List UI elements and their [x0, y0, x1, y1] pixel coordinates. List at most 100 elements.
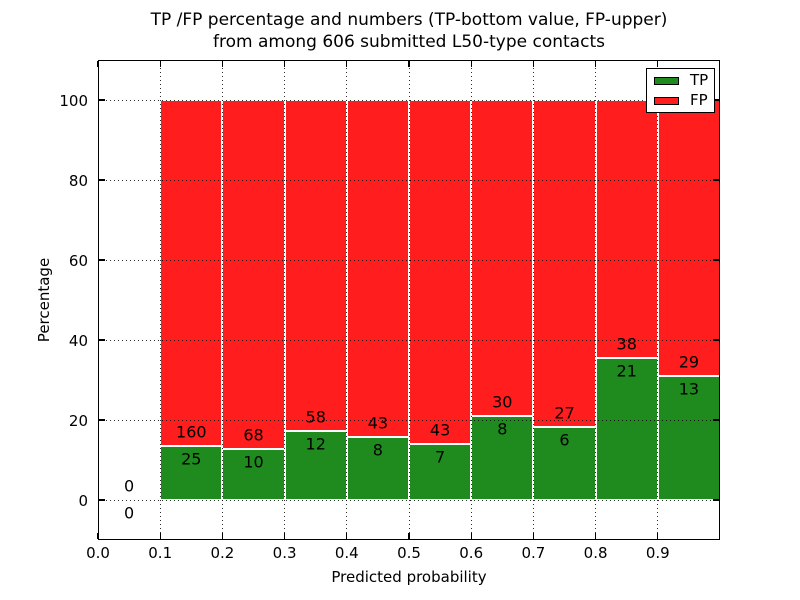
legend-item-fp: FP: [654, 91, 708, 109]
y-tick-mark-left: [99, 179, 105, 181]
x-tick-mark-top: [408, 61, 410, 67]
gridline-vertical: [284, 60, 286, 540]
gridline-vertical: [470, 60, 472, 540]
x-tick-mark-top: [657, 61, 659, 67]
bar-segment-fp: [657, 100, 720, 377]
tp-count-label: 8: [372, 440, 383, 460]
y-tick-label: 80: [68, 172, 88, 190]
bar-segment-fp: [346, 100, 409, 438]
gridline-vertical: [408, 60, 410, 540]
bar-segment-fp: [222, 100, 285, 449]
x-tick-mark-bottom: [159, 533, 161, 539]
tp-count-label: 7: [435, 447, 446, 467]
fp-count-label: 38: [616, 334, 637, 354]
fp-count-label: 0: [124, 476, 135, 496]
x-tick-label: 0.2: [210, 544, 235, 562]
legend-item-tp: TP: [654, 71, 709, 89]
x-tick-mark-top: [159, 61, 161, 67]
x-tick-label: 0.0: [86, 544, 110, 562]
x-tick-mark-bottom: [97, 533, 99, 539]
y-tick-label: 0: [78, 492, 88, 510]
bar-segment-fp: [533, 100, 596, 428]
bar-segment-tp: [533, 427, 596, 500]
x-tick-mark-top: [470, 61, 472, 67]
bar-segment-fp: [284, 100, 347, 432]
y-tick-mark-right: [713, 499, 719, 501]
y-tick-mark-left: [99, 99, 105, 101]
bar-segment-fp: [595, 100, 658, 358]
bar-segment-tp: [160, 445, 223, 500]
x-tick-label: 0.9: [645, 544, 670, 562]
bar-segment-tp: [284, 431, 347, 500]
bar-segment-tp: [595, 357, 658, 500]
y-tick-label: 60: [68, 252, 88, 270]
gridline-vertical: [221, 60, 223, 540]
tp-count-label: 21: [616, 361, 637, 381]
tp-count-label: 25: [181, 449, 202, 469]
gridline-vertical: [159, 60, 161, 540]
tp-count-label: 0: [124, 503, 135, 523]
fp-count-label: 68: [243, 425, 264, 445]
bar-segment-fp: [409, 100, 472, 444]
y-tick-mark-right: [713, 179, 719, 181]
y-tick-mark-left: [99, 419, 105, 421]
legend-label-fp: FP: [690, 91, 708, 109]
fp-count-label: 29: [678, 352, 700, 372]
gridline-vertical: [595, 60, 597, 540]
bar-segment-fp: [471, 100, 534, 416]
x-tick-mark-top: [283, 61, 286, 67]
x-axis-label: Predicted probability: [331, 568, 487, 586]
y-tick-label: 100: [59, 92, 88, 110]
x-tick-label: 0.5: [397, 544, 421, 562]
x-tick-label: 0.7: [521, 544, 546, 562]
x-tick-mark-top: [532, 61, 535, 67]
legend: TP FP: [646, 68, 715, 113]
legend-swatch-fp: [654, 96, 679, 105]
legend-label-tp: TP: [690, 71, 709, 89]
x-tick-label: 0.1: [148, 544, 173, 562]
fp-count-label: 43: [367, 413, 389, 433]
bar-segment-tp: [471, 415, 534, 500]
chart-title-line-2: from among 606 submitted L50-type contac…: [213, 32, 605, 52]
x-tick-mark-bottom: [283, 533, 286, 539]
y-axis-label: Percentage: [35, 257, 53, 343]
y-tick-mark-left: [99, 499, 105, 501]
gridline-vertical: [657, 60, 659, 540]
y-tick-mark-right: [713, 99, 719, 101]
x-tick-label: 0.3: [272, 544, 297, 562]
legend-swatch-tp: [654, 76, 679, 85]
tp-count-label: 13: [678, 379, 700, 399]
x-tick-mark-bottom: [221, 533, 224, 539]
tp-count-label: 6: [559, 430, 570, 450]
y-tick-mark-right: [713, 339, 719, 341]
x-tick-mark-top: [97, 61, 99, 67]
gridline-vertical: [97, 60, 99, 540]
fp-count-label: 58: [305, 407, 326, 427]
gridline-vertical: [532, 60, 534, 540]
y-tick-mark-right: [713, 259, 719, 261]
y-tick-mark-left: [99, 339, 105, 341]
x-tick-label: 0.6: [459, 544, 484, 562]
x-tick-mark-bottom: [408, 533, 410, 539]
x-tick-mark-top: [594, 61, 597, 67]
x-tick-mark-top: [346, 61, 348, 67]
fp-count-label: 43: [429, 420, 451, 440]
tp-count-label: 12: [305, 434, 326, 454]
gridline-vertical: [346, 60, 348, 540]
y-tick-mark-right: [713, 419, 719, 421]
fp-count-label: 160: [176, 422, 207, 442]
bar-segment-tp: [657, 376, 720, 500]
tp-count-label: 10: [243, 452, 264, 472]
x-tick-mark-top: [221, 61, 224, 67]
fp-count-label: 30: [492, 392, 513, 412]
x-tick-mark-bottom: [346, 533, 348, 539]
bar-segment-tp: [346, 437, 409, 500]
y-tick-mark-left: [99, 259, 105, 261]
y-tick-label: 40: [68, 332, 88, 350]
x-tick-mark-bottom: [594, 533, 597, 539]
x-tick-label: 0.8: [583, 544, 608, 562]
x-tick-mark-bottom: [470, 533, 472, 539]
y-tick-label: 20: [68, 412, 88, 430]
tp-count-label: 8: [497, 419, 508, 439]
